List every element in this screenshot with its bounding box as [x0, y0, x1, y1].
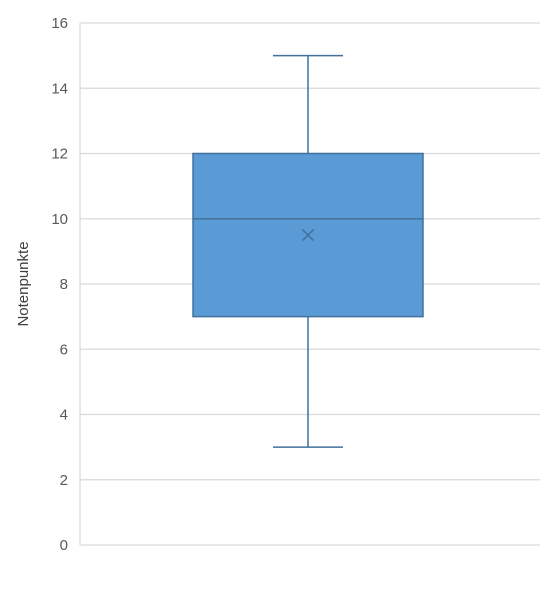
y-tick-label: 2 [60, 472, 68, 489]
y-tick-label: 10 [51, 211, 68, 228]
mean-marker [301, 229, 315, 242]
y-tick-labels: 0 2 4 6 8 10 12 14 16 [51, 15, 68, 554]
y-tick-label: 8 [60, 276, 68, 293]
y-tick-label: 6 [60, 341, 68, 358]
mean-marker-stroke-b [301, 229, 315, 242]
box-plot [192, 54, 424, 448]
y-tick-label: 12 [51, 146, 68, 163]
y-axis-title: Notenpunkte [15, 241, 32, 326]
y-tick-label: 14 [51, 80, 68, 97]
y-tick-label: 4 [60, 407, 68, 424]
axes [79, 23, 540, 546]
y-tick-label: 16 [51, 15, 68, 32]
y-tick-label: 0 [60, 537, 68, 554]
